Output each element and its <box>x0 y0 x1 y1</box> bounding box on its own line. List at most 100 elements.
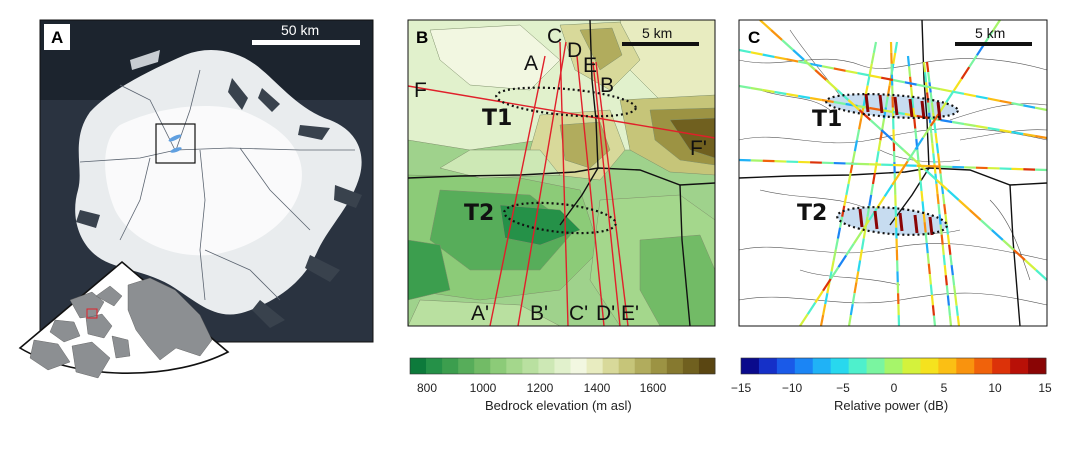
flight-line-segment <box>1035 269 1047 281</box>
flight-line-segment <box>798 94 811 100</box>
profile-label-b-prime: B' <box>530 302 548 325</box>
flight-line-segment <box>851 293 856 305</box>
flight-line-segment <box>822 303 827 316</box>
flight-line-segment <box>750 51 763 56</box>
panel-a-scale-bar <box>252 40 360 45</box>
flight-line-segment <box>843 194 848 207</box>
flight-line-segment <box>930 102 935 113</box>
power-tick-6: 15 <box>1038 381 1052 395</box>
flight-line-segment <box>930 132 934 144</box>
flight-line-segment <box>925 61 930 73</box>
greenland-landmass <box>127 277 213 361</box>
power-colorbar-swatch-2 <box>776 358 796 374</box>
profile-label-c: C <box>547 25 562 48</box>
flight-line-segment <box>1002 239 1015 251</box>
flight-line-segment <box>950 264 954 276</box>
flight-line-segment <box>892 110 906 116</box>
panel-c-drainage-lines <box>739 20 1047 326</box>
flight-line-segment <box>881 118 886 130</box>
flight-line-segment <box>931 143 935 154</box>
contour-line <box>799 269 901 286</box>
high-power-reflection <box>864 93 870 113</box>
flight-line-segment <box>919 180 923 192</box>
power-colorbar-swatch-3 <box>794 358 814 374</box>
flight-line-segment <box>946 234 951 245</box>
bedrock-tick-4: 1600 <box>640 381 667 395</box>
power-tick-3: 0 <box>891 381 898 395</box>
flight-line-segment <box>799 313 809 326</box>
flight-line-segment <box>927 102 931 113</box>
power-tick-0: −15 <box>731 381 752 395</box>
power-colorbar-swatch-1 <box>758 358 778 374</box>
flight-line-segment <box>940 118 953 124</box>
flight-line-segment <box>927 263 931 275</box>
bedrock-colorbar-swatch-10 <box>570 358 587 374</box>
contour-line <box>959 129 1047 141</box>
flight-line-segment <box>868 63 873 75</box>
flight-line-segment <box>786 92 799 98</box>
power-colorbar-swatch-13 <box>974 358 993 374</box>
bedrock-colorbar-swatch-0 <box>410 358 427 374</box>
flight-line-segment <box>934 132 938 144</box>
flight-line-segment <box>945 285 949 296</box>
bedrock-colorbar-swatch-16 <box>666 358 684 374</box>
flight-line-segment <box>946 189 960 201</box>
panel-b-letter: B <box>416 28 428 47</box>
flight-line-segment <box>987 126 1000 132</box>
bedrock-colorbar-swatch-4 <box>474 358 491 374</box>
flight-line-segment <box>911 97 915 109</box>
flight-line-segment <box>858 109 872 121</box>
panel-b-frame <box>407 19 716 327</box>
flight-line-segment <box>940 234 944 245</box>
flight-line-segment <box>954 295 958 306</box>
flight-line-segment <box>774 90 787 96</box>
profile-line-e2 <box>595 61 629 326</box>
flight-line-segment <box>822 278 832 292</box>
flight-line-segment <box>923 72 928 83</box>
flight-line-segment <box>957 199 971 211</box>
power-tick-2: −5 <box>836 381 850 395</box>
flight-line-segment <box>918 170 922 181</box>
bedrock-colorbar-swatch-7 <box>522 358 539 374</box>
panel-c-scale-bar <box>955 42 1032 46</box>
flight-line-segment <box>943 204 947 215</box>
flight-line-segment <box>931 305 936 316</box>
power-tick-4: 5 <box>941 381 948 395</box>
flight-line-segment <box>929 284 933 295</box>
power-colorbar-title: Relative power (dB) <box>834 398 948 413</box>
bedrock-colorbar-swatch-1 <box>426 358 443 374</box>
bedrock-colorbar-outline <box>409 357 716 375</box>
flight-line-segment <box>1011 101 1024 107</box>
flight-line-segment <box>855 129 861 141</box>
profile-label-a-prime: A' <box>471 302 489 325</box>
target-t2-marker <box>170 147 182 153</box>
flight-line-segment <box>951 275 956 286</box>
flight-line-segment <box>849 303 854 316</box>
panel-a-letter: A <box>51 28 63 47</box>
flight-line-segment <box>949 254 953 266</box>
radar-flight-lines <box>739 20 1047 326</box>
flight-line-segment <box>952 78 963 92</box>
bedrock-colorbar-ticks: 800 1000 1200 1400 1600 <box>417 381 667 395</box>
flight-line-segment <box>883 184 894 198</box>
power-colorbar-swatch-12 <box>956 358 975 374</box>
flight-line-segment <box>834 238 840 250</box>
profile-label-b: B <box>600 74 614 97</box>
power-colorbar-swatch-6 <box>848 358 867 374</box>
flight-line-segment <box>904 81 917 86</box>
flight-line-segment <box>781 39 794 51</box>
profile-label-d: D <box>567 39 582 62</box>
flight-line-segment <box>899 160 909 174</box>
power-colorbar-swatch-15 <box>1010 358 1029 374</box>
flight-line-segment <box>870 183 875 196</box>
flight-line-segment <box>860 238 865 250</box>
bedrock-colorbar-swatch-9 <box>554 358 571 374</box>
flight-line-segment <box>857 260 862 272</box>
flight-line-segment <box>929 113 940 127</box>
flight-line-segment <box>1024 259 1037 271</box>
profile-line-b <box>517 41 567 326</box>
bedrock-tick-3: 1400 <box>584 381 611 395</box>
bedrock-colorbar-swatch-2 <box>442 358 459 374</box>
flight-line-segment <box>869 74 882 79</box>
bedrock-colorbar-title: Bedrock elevation (m asl) <box>485 398 632 413</box>
